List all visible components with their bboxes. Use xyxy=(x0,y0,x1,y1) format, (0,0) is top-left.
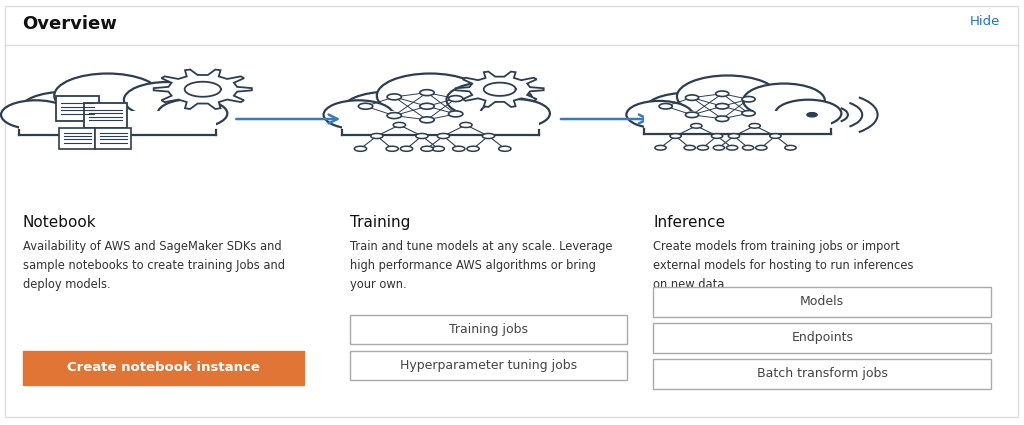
Circle shape xyxy=(749,124,761,128)
Circle shape xyxy=(354,146,367,151)
Circle shape xyxy=(716,104,729,109)
Text: Availability of AWS and SageMaker SDKs and
sample notebooks to create training J: Availability of AWS and SageMaker SDKs a… xyxy=(23,240,285,291)
Circle shape xyxy=(784,145,796,150)
FancyBboxPatch shape xyxy=(350,351,627,380)
Circle shape xyxy=(420,103,434,109)
Circle shape xyxy=(726,145,737,150)
Text: Hide: Hide xyxy=(970,15,1000,28)
Polygon shape xyxy=(154,70,252,109)
Circle shape xyxy=(685,112,698,118)
Circle shape xyxy=(460,122,472,128)
Text: Create notebook instance: Create notebook instance xyxy=(67,361,260,374)
Circle shape xyxy=(482,133,495,139)
Circle shape xyxy=(358,103,373,109)
Circle shape xyxy=(756,145,767,150)
Circle shape xyxy=(1,100,71,129)
Circle shape xyxy=(716,116,729,122)
Circle shape xyxy=(807,113,817,117)
Circle shape xyxy=(712,133,723,139)
FancyBboxPatch shape xyxy=(95,128,131,149)
Circle shape xyxy=(437,133,450,139)
Circle shape xyxy=(420,117,434,123)
Text: Hyperparameter tuning jobs: Hyperparameter tuning jobs xyxy=(400,359,577,372)
FancyBboxPatch shape xyxy=(350,314,627,344)
Text: Training: Training xyxy=(350,215,411,230)
Circle shape xyxy=(480,99,550,128)
Circle shape xyxy=(728,133,739,139)
Circle shape xyxy=(446,82,532,118)
Circle shape xyxy=(743,84,825,117)
Circle shape xyxy=(467,146,479,151)
Circle shape xyxy=(742,96,755,102)
Text: Batch transform jobs: Batch transform jobs xyxy=(757,368,888,380)
Circle shape xyxy=(421,146,433,151)
FancyBboxPatch shape xyxy=(644,111,830,136)
Circle shape xyxy=(386,146,398,151)
Text: Overview: Overview xyxy=(23,15,118,33)
Circle shape xyxy=(716,91,729,96)
Circle shape xyxy=(655,145,667,150)
FancyBboxPatch shape xyxy=(653,359,991,389)
FancyBboxPatch shape xyxy=(59,128,95,149)
FancyBboxPatch shape xyxy=(5,6,1018,416)
FancyBboxPatch shape xyxy=(653,323,991,353)
Circle shape xyxy=(690,124,702,128)
Circle shape xyxy=(499,146,511,151)
Circle shape xyxy=(742,110,755,116)
Circle shape xyxy=(432,146,444,151)
FancyBboxPatch shape xyxy=(653,287,991,317)
Text: Train and tune models at any scale. Leverage
high performance AWS algorithms or : Train and tune models at any scale. Leve… xyxy=(350,240,612,291)
Circle shape xyxy=(670,133,681,139)
FancyBboxPatch shape xyxy=(84,103,127,128)
Circle shape xyxy=(677,76,778,117)
Circle shape xyxy=(124,82,210,118)
Circle shape xyxy=(342,92,432,129)
Circle shape xyxy=(627,101,692,128)
FancyBboxPatch shape xyxy=(19,111,216,137)
Circle shape xyxy=(453,146,465,151)
FancyBboxPatch shape xyxy=(23,351,304,385)
Circle shape xyxy=(714,145,725,150)
Circle shape xyxy=(659,104,672,109)
Circle shape xyxy=(775,100,842,127)
Text: Training jobs: Training jobs xyxy=(449,323,528,336)
Circle shape xyxy=(377,74,483,118)
Circle shape xyxy=(158,99,227,128)
Circle shape xyxy=(685,95,698,100)
Circle shape xyxy=(400,146,413,151)
Polygon shape xyxy=(456,71,544,107)
Circle shape xyxy=(387,94,401,100)
Circle shape xyxy=(644,93,729,128)
FancyBboxPatch shape xyxy=(342,111,539,137)
Circle shape xyxy=(420,90,434,96)
Circle shape xyxy=(449,111,463,117)
Circle shape xyxy=(449,96,463,102)
Text: Models: Models xyxy=(800,295,845,308)
Circle shape xyxy=(697,145,709,150)
Text: Notebook: Notebook xyxy=(23,215,96,230)
Circle shape xyxy=(371,133,383,139)
Text: Inference: Inference xyxy=(653,215,725,230)
Circle shape xyxy=(19,92,110,129)
Circle shape xyxy=(684,145,695,150)
Circle shape xyxy=(770,133,781,139)
Circle shape xyxy=(54,74,161,118)
Text: Create models from training jobs or import
external models for hosting to run in: Create models from training jobs or impo… xyxy=(653,240,913,291)
Text: Endpoints: Endpoints xyxy=(792,332,853,344)
Circle shape xyxy=(324,100,393,129)
Circle shape xyxy=(387,113,401,119)
Circle shape xyxy=(742,145,754,150)
Circle shape xyxy=(416,133,428,139)
Circle shape xyxy=(393,122,406,128)
FancyBboxPatch shape xyxy=(56,96,99,121)
